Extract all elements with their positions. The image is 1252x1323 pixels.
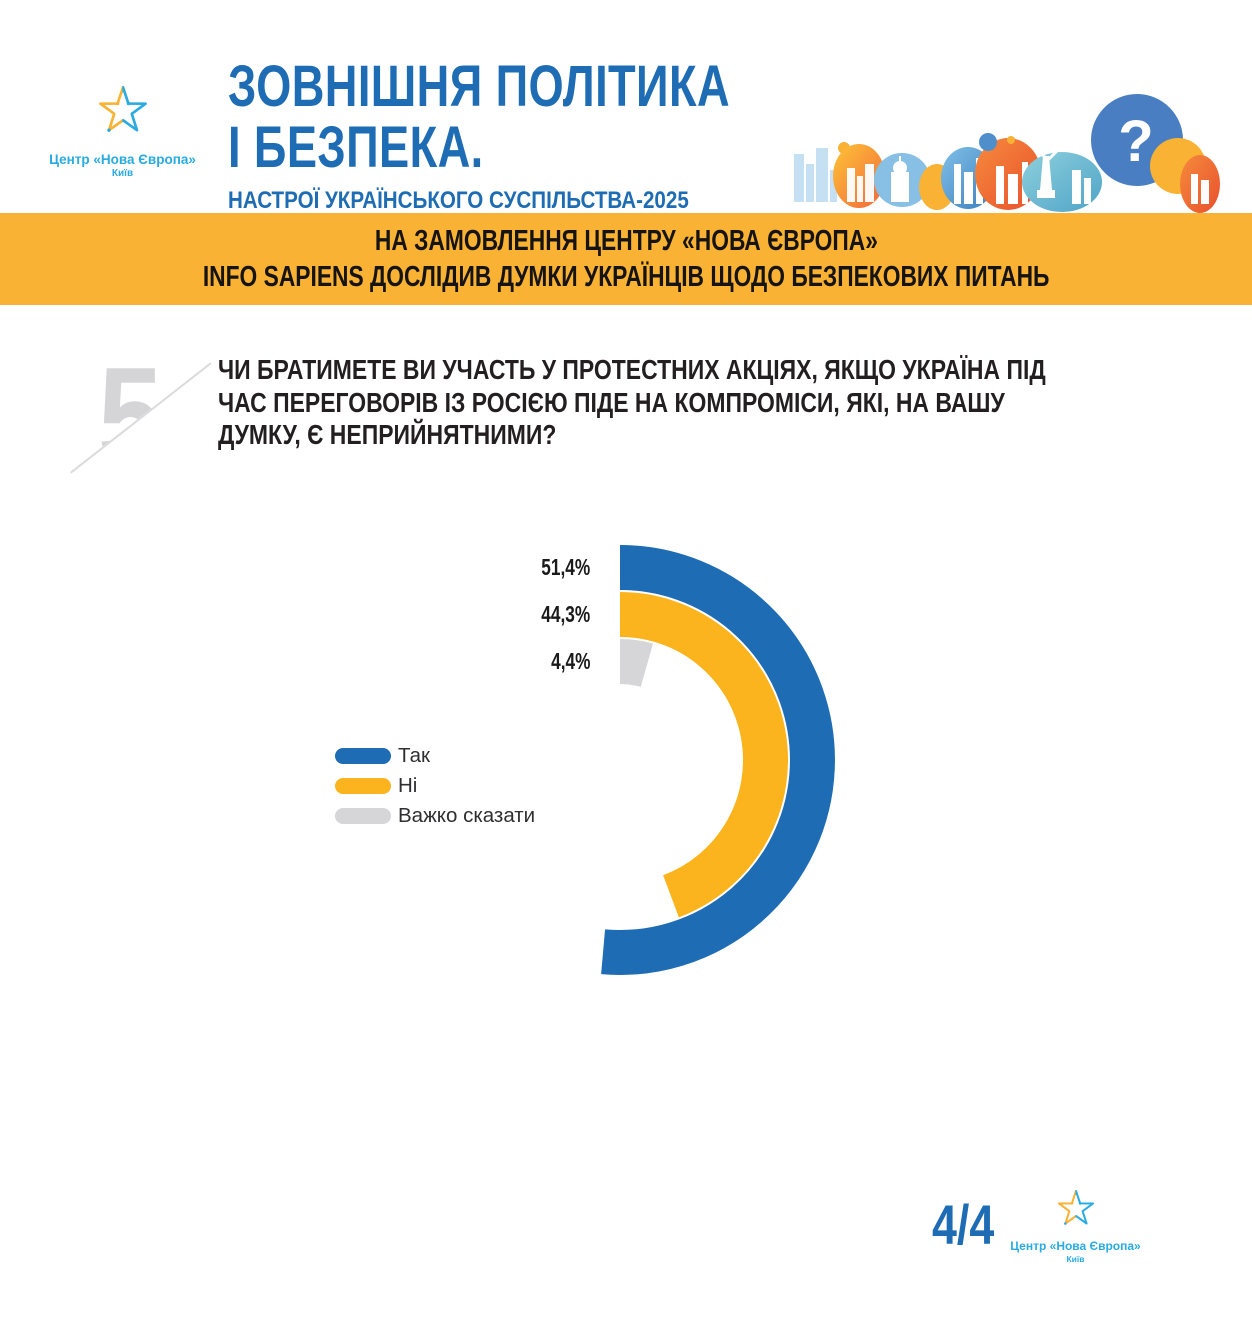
chart-arc-1 [619, 592, 788, 918]
org-city: Київ [111, 168, 134, 179]
chart-arc-0 [601, 545, 835, 975]
legend-label: Так [398, 744, 430, 767]
chart-arc-2 [619, 639, 654, 688]
star-logo-icon [1057, 1190, 1094, 1225]
banner: НА ЗАМОВЛЕННЯ ЦЕНТРУ «НОВА ЄВРОПА» INFO … [0, 213, 1252, 305]
city-skyline-illustration: ? [794, 94, 1220, 213]
legend-label: Ні [398, 774, 418, 797]
org-logo: Центр «Нова Європа» Київ [40, 80, 205, 179]
org-name: Центр «Нова Європа» [1010, 1239, 1141, 1253]
banner-line-2: INFO SAPIENS ДОСЛІДИВ ДУМКИ УКРАЇНЦІВ ЩО… [202, 260, 1050, 293]
report-subtitle: НАСТРОЇ УКРАЇНСЬКОГО СУСПІЛЬСТВА-2025 [228, 187, 689, 214]
title-line-1: ЗОВНІШНЯ ПОЛІТИКА [228, 54, 731, 119]
half-donut-chart [601, 545, 835, 975]
org-logo-footer: Центр «Нова Європа» Київ [1008, 1186, 1143, 1264]
legend-swatch-icon [335, 778, 391, 794]
value-label-2: 4,4% [550, 648, 590, 674]
report-title: ЗОВНІШНЯ ПОЛІТИКА І БЕЗПЕКА. НАСТРОЇ УКР… [228, 56, 872, 214]
question-line-1: ЧИ БРАТИМЕТЕ ВИ УЧАСТЬ У ПРОТЕСТНИХ АКЦІ… [218, 354, 1046, 385]
org-name: Центр «Нова Європа» [49, 152, 196, 167]
legend-item-0: Так [335, 744, 430, 768]
question-text: ЧИ БРАТИМЕТЕ ВИ УЧАСТЬ У ПРОТЕСТНИХ АКЦІ… [218, 354, 1227, 452]
legend-label: Важко сказати [398, 804, 536, 827]
skyline-buildings-left [794, 148, 837, 202]
title-line-2: І БЕЗПЕКА. [228, 115, 484, 180]
legend-swatch-icon [335, 748, 391, 764]
value-label-0: 51,4% [541, 554, 590, 580]
legend-item-1: Ні [335, 774, 417, 798]
star-logo-icon [98, 85, 147, 132]
value-label-1: 44,3% [541, 601, 590, 627]
question-line-2: ЧАС ПЕРЕГОВОРІВ ІЗ РОСІЄЮ ПІДЕ НА КОМПРО… [218, 386, 1005, 418]
banner-line-1: НА ЗАМОВЛЕННЯ ЦЕНТРУ «НОВА ЄВРОПА» [374, 224, 878, 257]
question-line-3: ДУМКУ, Є НЕПРИЙНЯТНИМИ? [218, 419, 557, 450]
legend-item-2: Важко сказати [335, 804, 535, 828]
org-city: Київ [1066, 1254, 1085, 1264]
legend-swatch-icon [335, 808, 391, 824]
page-indicator: 4/4 [932, 1193, 995, 1256]
motherland-monument-silhouette [1033, 141, 1062, 198]
skyline-blob [1180, 155, 1220, 213]
question-mark-icon: ? [1118, 109, 1153, 174]
